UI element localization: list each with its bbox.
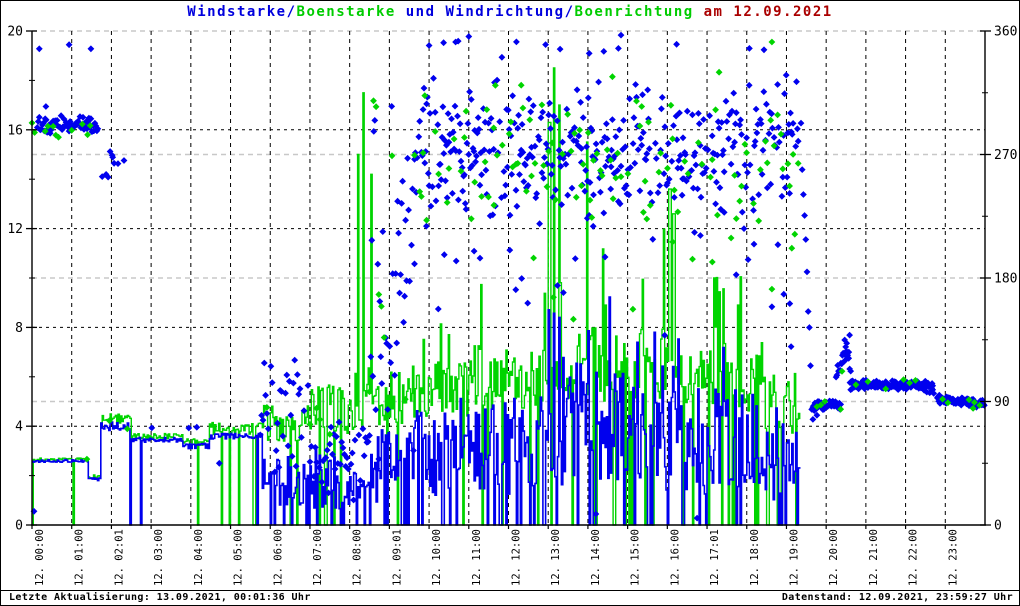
svg-text:12. 04:00: 12. 04:00: [193, 529, 205, 586]
svg-text:12. 01:00: 12. 01:00: [74, 529, 86, 586]
svg-text:12. 06:00: 12. 06:00: [272, 529, 284, 586]
svg-text:360: 360: [994, 25, 1017, 40]
svg-text:16: 16: [7, 123, 23, 138]
title-segment-3: Boenrichtung: [574, 4, 694, 20]
svg-text:12. 13:00: 12. 13:00: [550, 529, 562, 586]
svg-text:4: 4: [15, 420, 23, 435]
svg-text:12. 16:00: 12. 16:00: [669, 529, 681, 586]
title-segment-0: Windstarke/: [187, 4, 297, 20]
svg-text:180: 180: [994, 272, 1017, 287]
svg-text:20: 20: [7, 25, 23, 40]
svg-text:0: 0: [15, 519, 23, 534]
svg-text:12. 14:00: 12. 14:00: [590, 529, 602, 586]
gust-direction-points: [28, 38, 984, 463]
svg-text:12: 12: [7, 222, 23, 237]
wind-direction-points: [30, 31, 988, 522]
svg-text:12. 08:00: 12. 08:00: [352, 529, 364, 586]
svg-text:90: 90: [994, 395, 1010, 410]
svg-text:12. 00:00: 12. 00:00: [34, 529, 46, 586]
title-segment-2: und Windrichtung/: [395, 4, 575, 20]
svg-text:12. 17:01: 12. 17:01: [709, 529, 721, 586]
svg-text:12. 12:00: 12. 12:00: [511, 529, 523, 586]
svg-text:12. 18:00: 12. 18:00: [749, 529, 761, 586]
svg-text:12. 11:00: 12. 11:00: [471, 529, 483, 586]
svg-text:0: 0: [994, 519, 1002, 534]
last-update-text: Letzte Aktualisierung: 13.09.2021, 00:01…: [9, 592, 311, 603]
svg-text:12. 10:00: 12. 10:00: [431, 529, 443, 586]
wind-chart-plot: 0 4 8 12 16 20 0 90 180 270 360 12. 00:00 12. 01:00 1…: [7, 25, 1017, 587]
svg-text:270: 270: [994, 148, 1017, 163]
svg-text:12. 19:00: 12. 19:00: [788, 529, 800, 586]
svg-text:12. 22:00: 12. 22:00: [908, 529, 920, 586]
svg-text:12. 21:00: 12. 21:00: [868, 529, 880, 586]
svg-text:12. 15:00: 12. 15:00: [630, 529, 642, 586]
data-state-text: Datenstand: 12.09.2021, 23:59:27 Uhr: [781, 592, 1013, 603]
title-segment-4: am 12.09.2021: [693, 4, 833, 20]
svg-text:12. 02:01: 12. 02:01: [113, 529, 125, 586]
svg-text:12. 23:00: 12. 23:00: [947, 529, 959, 586]
chart-title: Windstarke/Boenstarke und Windrichtung/B…: [1, 4, 1019, 20]
svg-text:12. 09:01: 12. 09:01: [391, 529, 403, 586]
svg-text:8: 8: [15, 321, 23, 336]
gust-speed-line: [32, 67, 801, 526]
svg-text:12. 03:00: 12. 03:00: [153, 529, 165, 586]
wind-speed-line: [32, 296, 801, 526]
svg-text:12. 05:00: 12. 05:00: [233, 529, 245, 586]
svg-text:12. 20:00: 12. 20:00: [828, 529, 840, 586]
chart-footer: Letzte Aktualisierung: 13.09.2021, 00:01…: [1, 590, 1019, 605]
title-segment-1: Boenstarke: [296, 4, 396, 20]
svg-text:12. 07:00: 12. 07:00: [312, 529, 324, 586]
